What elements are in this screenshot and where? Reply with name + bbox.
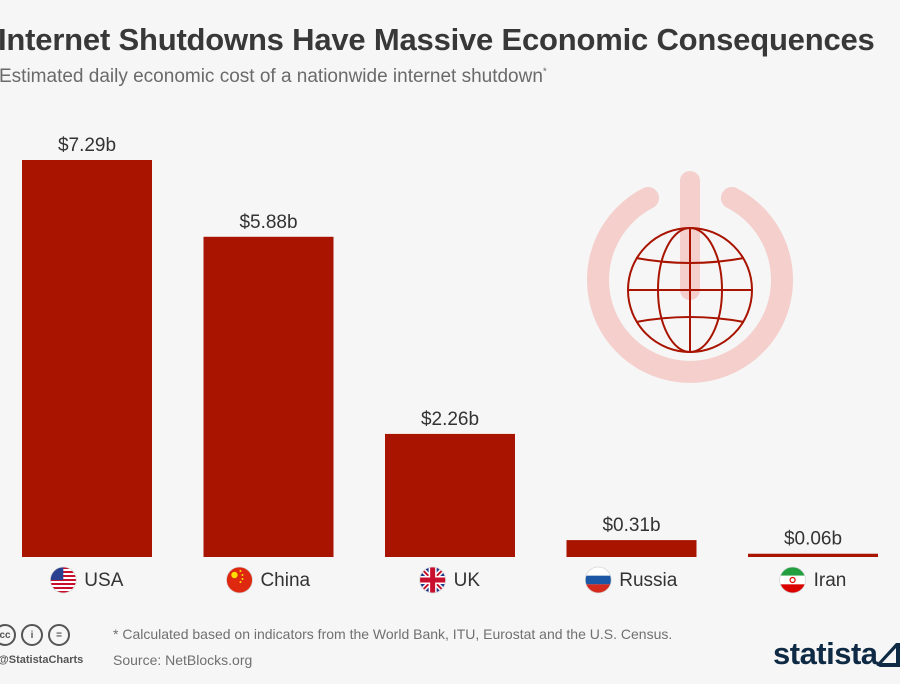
bar-iran	[748, 553, 878, 557]
bar-uk	[385, 433, 515, 557]
iran-flag-icon	[779, 566, 807, 594]
category-label: USA	[84, 570, 123, 591]
social-handle: @StatistaCharts	[0, 654, 84, 666]
power-globe-icon	[587, 171, 793, 383]
usa-flag-icon	[49, 566, 77, 594]
bar-china	[203, 236, 334, 557]
category-label: Russia	[619, 570, 678, 591]
category-label: UK	[454, 570, 481, 591]
category-label: Iran	[814, 570, 847, 591]
creative-commons-icon: cc	[0, 624, 16, 646]
value-label: $2.26b	[421, 409, 479, 430]
china-flag-icon	[226, 566, 253, 594]
chart-subtitle: Estimated daily economic cost of a natio…	[0, 66, 547, 88]
subtitle-footnote-mark: *	[542, 66, 547, 78]
russia-flag-icon	[584, 566, 612, 594]
uk-flag-icon	[419, 566, 447, 594]
subtitle-text: Estimated daily economic cost of a natio…	[0, 66, 543, 87]
value-label: $7.29b	[58, 135, 116, 156]
value-label: $0.06b	[784, 529, 842, 550]
chart-title: Internet Shutdowns Have Massive Economic…	[0, 22, 875, 57]
source-note: Source: NetBlocks.org	[113, 652, 253, 668]
statista-logo: statista	[773, 636, 878, 671]
category-label: China	[260, 570, 310, 591]
value-label: $5.88b	[239, 212, 297, 233]
statista-logo-mark	[876, 643, 900, 667]
footnote: * Calculated based on indicators from th…	[113, 626, 673, 642]
bar-chart: $7.29b USA $5.88b China $2.26b UK $0.31b Russia…	[22, 135, 878, 594]
value-label: $0.31b	[602, 515, 660, 536]
bar-russia	[566, 540, 697, 557]
license-icons: cc i =	[0, 624, 70, 646]
no-derivatives-icon: =	[48, 624, 70, 646]
bar-usa	[22, 160, 152, 557]
attribution-icon: i	[21, 624, 43, 646]
